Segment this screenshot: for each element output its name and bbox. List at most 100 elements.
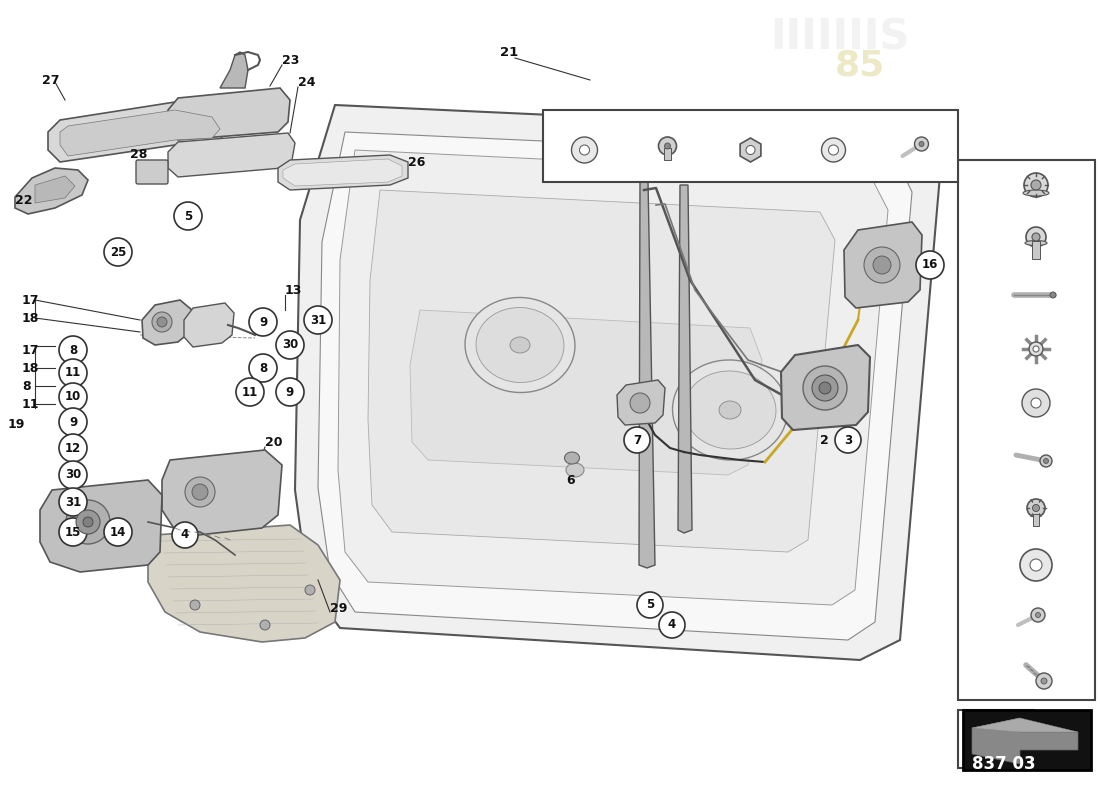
Circle shape [1050, 292, 1056, 298]
Bar [1032, 241, 1040, 259]
Ellipse shape [684, 371, 776, 449]
Circle shape [104, 518, 132, 546]
Circle shape [236, 378, 264, 406]
Circle shape [637, 592, 663, 618]
Circle shape [1026, 227, 1046, 247]
Circle shape [803, 366, 847, 410]
Circle shape [1036, 673, 1052, 689]
Text: 5: 5 [964, 558, 972, 571]
Text: 9: 9 [69, 415, 77, 429]
Text: 31: 31 [964, 733, 981, 746]
Text: 22: 22 [15, 194, 33, 206]
Circle shape [59, 518, 87, 546]
Text: 27: 27 [42, 74, 59, 86]
Circle shape [82, 517, 94, 527]
Polygon shape [844, 222, 922, 308]
Polygon shape [678, 185, 692, 533]
Text: 9: 9 [286, 386, 294, 398]
Polygon shape [15, 168, 88, 214]
Text: 24: 24 [298, 75, 316, 89]
Text: 11: 11 [65, 366, 81, 379]
Text: 16: 16 [922, 258, 938, 271]
Circle shape [1031, 180, 1041, 190]
Text: 30: 30 [65, 469, 81, 482]
Circle shape [276, 331, 304, 359]
Circle shape [1027, 499, 1045, 517]
Text: 31: 31 [65, 495, 81, 509]
Polygon shape [740, 138, 761, 162]
Text: 13: 13 [964, 181, 981, 194]
Text: IIIIIIIS: IIIIIIIS [770, 17, 910, 59]
Circle shape [1044, 458, 1048, 463]
Circle shape [174, 202, 202, 230]
Polygon shape [35, 176, 75, 203]
Circle shape [864, 247, 900, 283]
Circle shape [630, 393, 650, 413]
Circle shape [746, 146, 755, 154]
Polygon shape [318, 132, 912, 640]
Ellipse shape [476, 307, 564, 382]
Circle shape [304, 306, 332, 334]
Circle shape [276, 378, 304, 406]
Text: 18: 18 [22, 311, 40, 325]
Circle shape [624, 427, 650, 453]
Text: 30: 30 [547, 114, 564, 126]
Text: 13: 13 [285, 283, 303, 297]
Text: 4: 4 [180, 529, 189, 542]
Text: 2: 2 [820, 434, 828, 446]
Circle shape [59, 383, 87, 411]
Circle shape [1024, 173, 1048, 197]
Circle shape [185, 477, 214, 507]
Polygon shape [781, 345, 870, 430]
Ellipse shape [465, 298, 575, 393]
Circle shape [1028, 342, 1043, 356]
Text: 31: 31 [310, 314, 326, 326]
Circle shape [916, 251, 944, 279]
Circle shape [1032, 233, 1040, 241]
Polygon shape [368, 190, 835, 552]
Circle shape [1041, 678, 1047, 684]
Text: 14: 14 [879, 114, 896, 126]
Polygon shape [162, 450, 282, 535]
Text: 16: 16 [713, 114, 730, 126]
Circle shape [572, 137, 597, 163]
Circle shape [66, 500, 110, 544]
Circle shape [1033, 346, 1039, 352]
Text: 12: 12 [964, 234, 981, 247]
Circle shape [190, 600, 200, 610]
Circle shape [659, 612, 685, 638]
Bar [958, 710, 1034, 768]
Polygon shape [168, 88, 290, 140]
Circle shape [1033, 505, 1039, 511]
Circle shape [59, 461, 87, 489]
Polygon shape [142, 300, 192, 345]
Bar [958, 160, 1094, 700]
Circle shape [659, 137, 676, 155]
Text: 10: 10 [65, 390, 81, 403]
Text: 85: 85 [835, 48, 886, 82]
Circle shape [59, 359, 87, 387]
Text: a passion for parts: a passion for parts [402, 462, 618, 549]
Circle shape [59, 488, 87, 516]
Circle shape [1030, 559, 1042, 571]
Ellipse shape [510, 337, 530, 353]
Bar [543, 110, 958, 182]
Circle shape [76, 510, 100, 534]
Circle shape [152, 312, 172, 332]
Circle shape [1035, 613, 1041, 618]
Text: 23: 23 [282, 54, 299, 66]
Circle shape [59, 336, 87, 364]
Text: 21: 21 [500, 46, 518, 58]
Text: 12: 12 [65, 442, 81, 454]
Circle shape [914, 137, 928, 151]
Circle shape [918, 142, 924, 146]
Text: 3: 3 [964, 666, 972, 679]
Circle shape [822, 138, 846, 162]
Text: 18: 18 [22, 362, 40, 374]
Polygon shape [278, 155, 408, 190]
Text: 8: 8 [258, 362, 267, 374]
Text: 25: 25 [630, 114, 648, 126]
Circle shape [104, 238, 132, 266]
Polygon shape [60, 110, 220, 156]
Circle shape [260, 620, 270, 630]
